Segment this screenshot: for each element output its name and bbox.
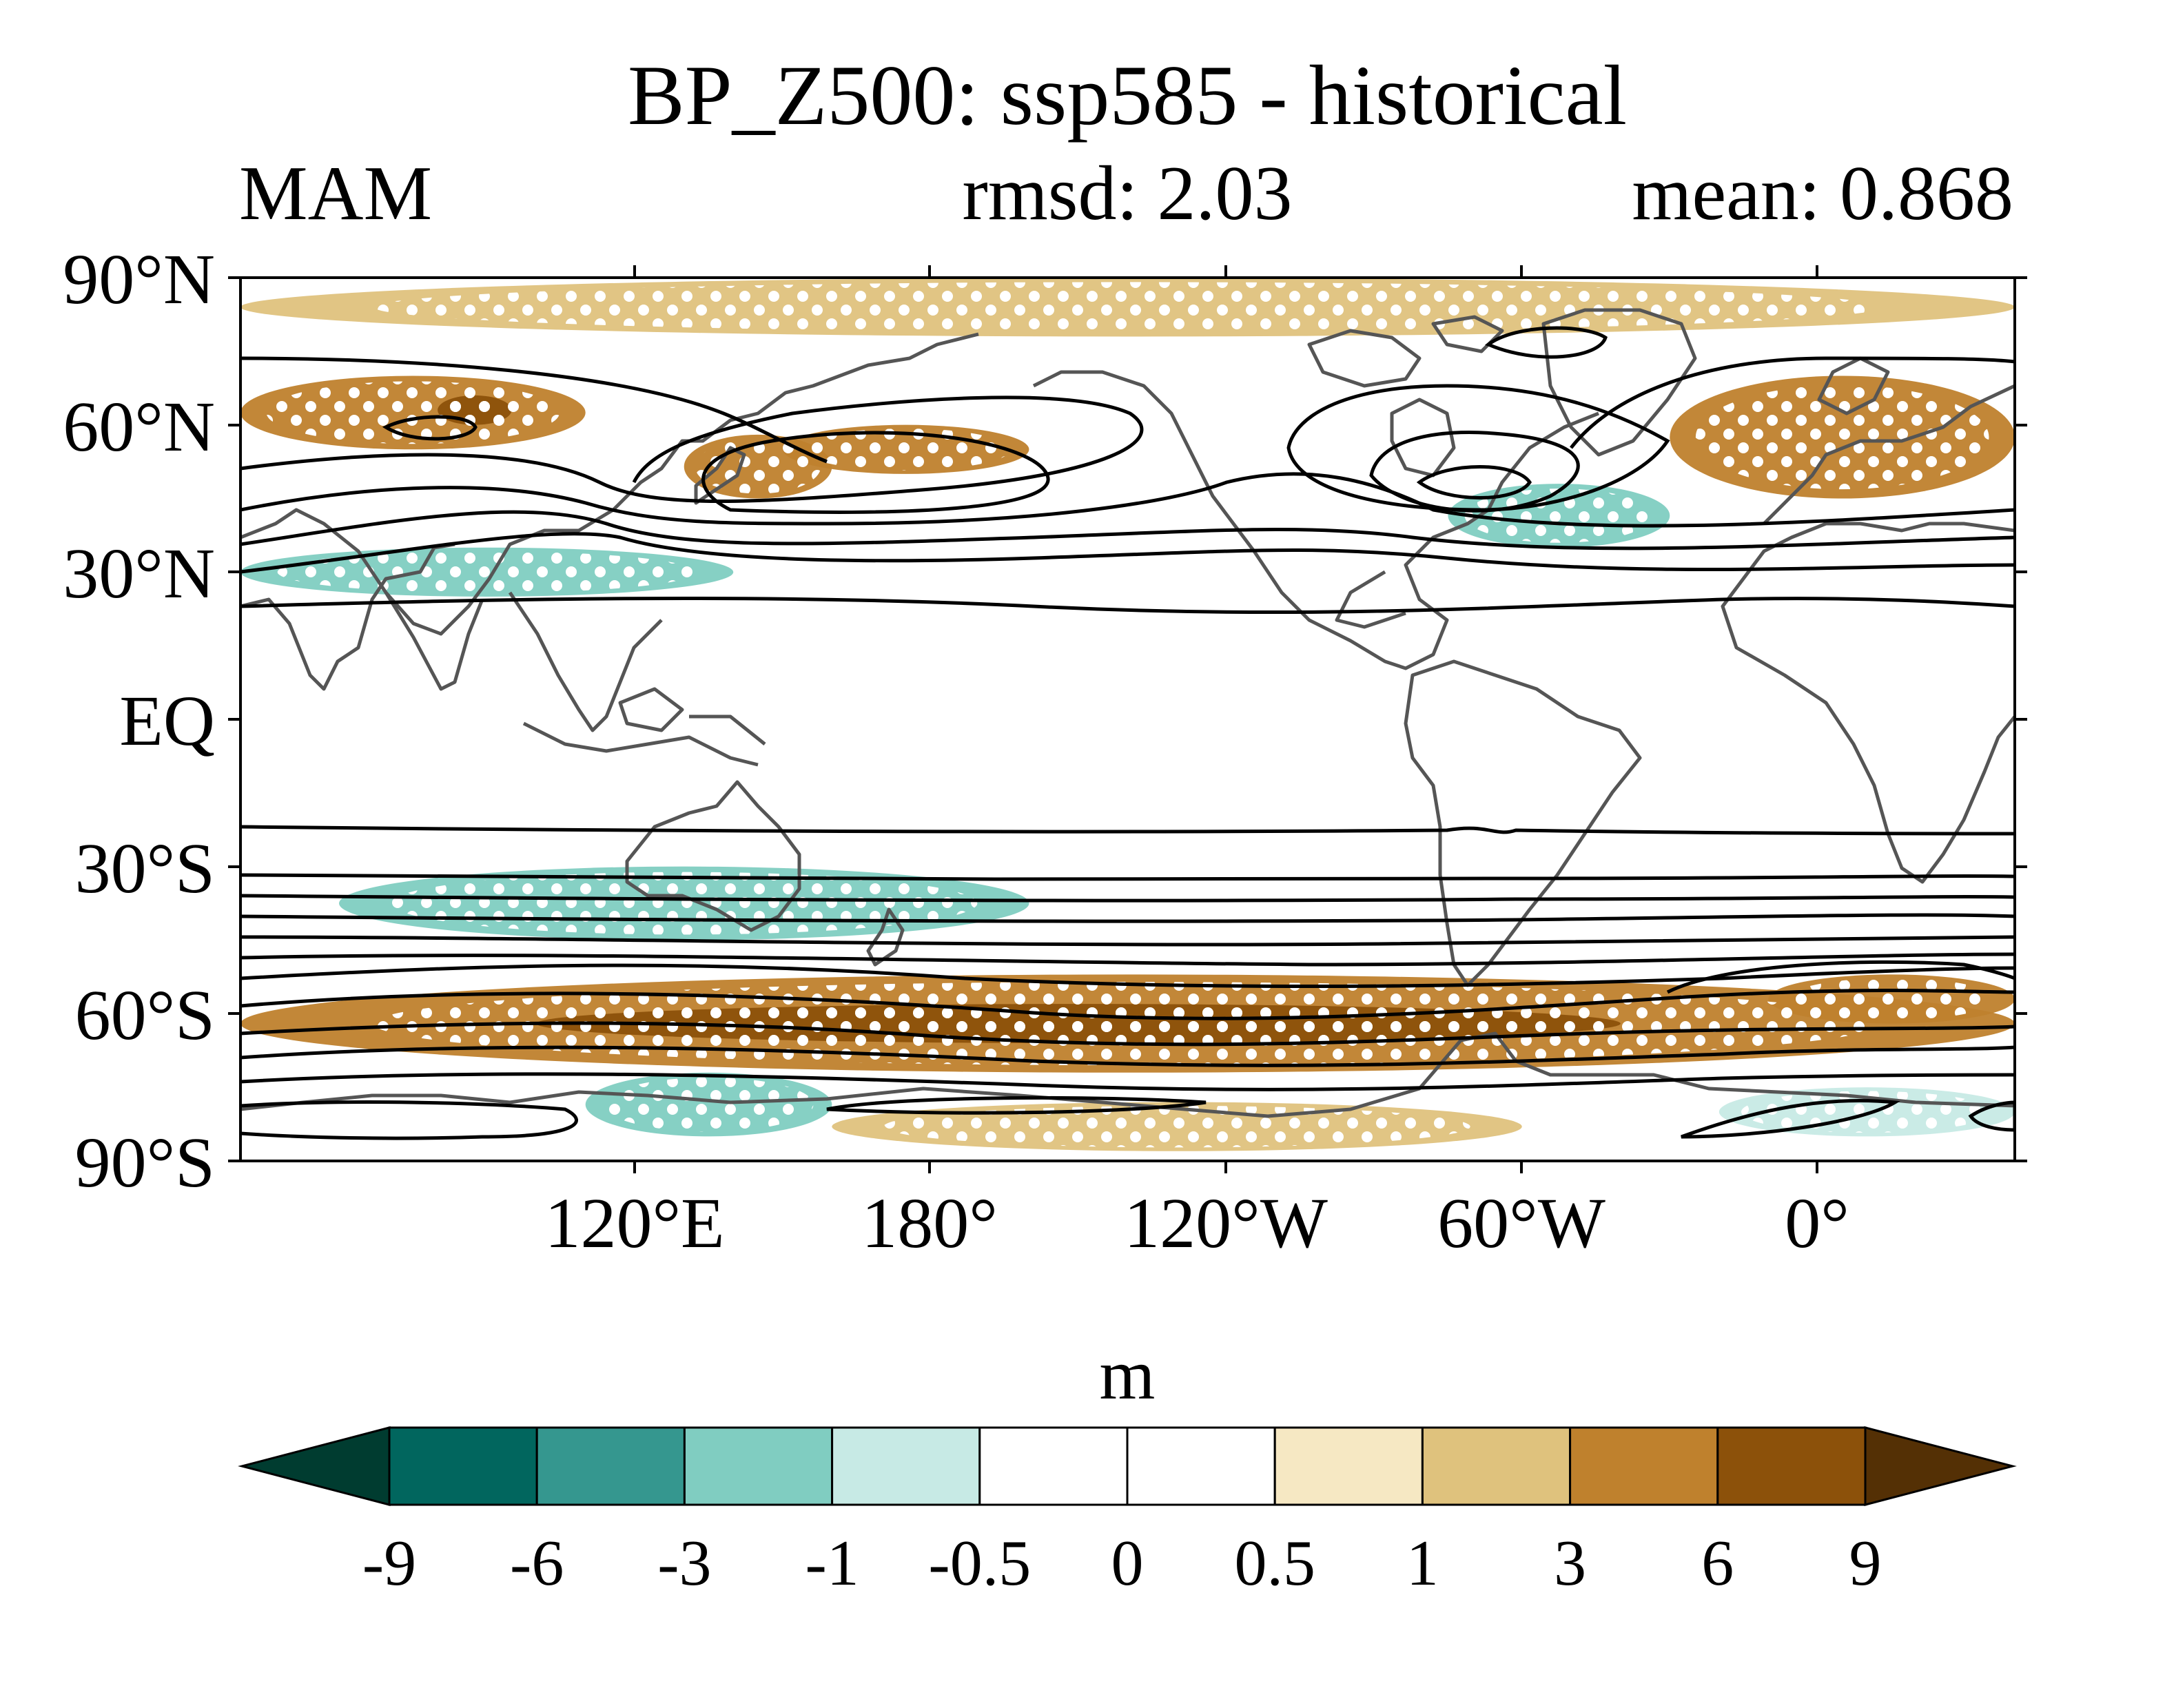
contour-line bbox=[240, 1072, 2015, 1091]
stipple-region bbox=[443, 398, 506, 423]
contour-line bbox=[1968, 1100, 2015, 1132]
colorbar-over-arrow bbox=[1864, 1426, 2017, 1506]
contour-line bbox=[1485, 326, 1608, 359]
lon-label-180: 180° bbox=[861, 1184, 998, 1263]
lon-label-0: 0° bbox=[1785, 1184, 1849, 1263]
mean-label: mean: 0.868 bbox=[1632, 151, 2013, 236]
lat-label-90s: 90°S bbox=[75, 1123, 215, 1202]
contour-line bbox=[240, 472, 2015, 528]
contour-line bbox=[1416, 465, 1532, 500]
lat-label-90n: 90°N bbox=[63, 240, 215, 319]
contour-line bbox=[1681, 1098, 1900, 1139]
colorbar-bin bbox=[1569, 1426, 1719, 1506]
coastline-gulf bbox=[1335, 570, 1406, 629]
colorbar-tick-label: -6 bbox=[510, 1527, 564, 1599]
colorbar-bin bbox=[1716, 1426, 1867, 1506]
rmsd-label: rmsd: 2.03 bbox=[962, 151, 1292, 236]
contour-line bbox=[1286, 384, 1670, 512]
colorbar-tick-label: 0.5 bbox=[1234, 1527, 1315, 1599]
stipple-region bbox=[1464, 488, 1654, 543]
colorbar-under-arrow bbox=[238, 1426, 391, 1506]
colorbar-bin bbox=[388, 1426, 538, 1506]
lat-label-eq: EQ bbox=[119, 681, 215, 761]
stipple-region bbox=[617, 1007, 1539, 1040]
contour-line bbox=[240, 989, 2015, 1020]
coastline-newzealand bbox=[866, 907, 905, 967]
coastline-seasia bbox=[508, 591, 663, 732]
colorbar-tick-label: -3 bbox=[657, 1527, 711, 1599]
contour-line bbox=[240, 1045, 2015, 1067]
coastline-greenland bbox=[1541, 308, 1697, 457]
map-panel bbox=[240, 278, 2015, 1161]
coastline-japan bbox=[694, 446, 746, 505]
colorbar-bin bbox=[1421, 1426, 1572, 1506]
season-label: MAM bbox=[239, 151, 432, 236]
contour-line bbox=[826, 1095, 1207, 1115]
colorbar-unit: m bbox=[1100, 1335, 1156, 1414]
lat-label-30n: 30°N bbox=[63, 534, 215, 613]
figure-title: BP_Z500: ssp585 - historical bbox=[628, 48, 1627, 143]
contour-line bbox=[1570, 356, 2015, 449]
colorbar: -9 -6 -3 -1 -0.5 0 0.5 1 3 6 9 bbox=[238, 1426, 2017, 1599]
coastline-australia bbox=[625, 780, 801, 932]
colorbar-tick-label: -0.5 bbox=[928, 1527, 1031, 1599]
colorbar-tick-label: 6 bbox=[1701, 1527, 1734, 1599]
colorbar-tick-label: -9 bbox=[362, 1527, 416, 1599]
lon-label-60w: 60°W bbox=[1437, 1184, 1605, 1263]
coastline-africa bbox=[240, 542, 455, 691]
contour-line bbox=[382, 415, 478, 441]
stipple-region bbox=[373, 282, 1882, 333]
contour-line bbox=[240, 873, 2015, 881]
colorbar-bin bbox=[831, 1426, 981, 1506]
stipple-region bbox=[391, 872, 978, 935]
contour-line bbox=[240, 825, 2015, 836]
climatology-contours bbox=[240, 326, 2015, 1140]
colorbar-tick-label: 0 bbox=[1111, 1527, 1144, 1599]
contour-line bbox=[240, 1100, 578, 1140]
axis-ticks bbox=[228, 265, 2027, 1173]
stipple-region bbox=[883, 1105, 1470, 1148]
coastline-europe bbox=[1763, 356, 2015, 525]
stipple-region bbox=[604, 1077, 814, 1132]
colorbar-bin bbox=[1126, 1426, 1276, 1506]
colorbar-bins bbox=[388, 1426, 1867, 1506]
colorbar-tick-label: 1 bbox=[1406, 1527, 1439, 1599]
contour-line bbox=[240, 952, 2015, 967]
lat-label-30s: 30°S bbox=[75, 829, 215, 908]
lon-label-120w: 120°W bbox=[1124, 1184, 1328, 1263]
contour-line bbox=[240, 356, 828, 464]
colorbar-tick-label: 9 bbox=[1849, 1527, 1882, 1599]
colorbar-bin bbox=[683, 1426, 834, 1506]
contour-line bbox=[240, 1021, 2015, 1047]
contour-line bbox=[1369, 431, 1580, 513]
lat-label-60s: 60°S bbox=[75, 976, 215, 1055]
stipple-region bbox=[1695, 384, 1989, 490]
contour-line bbox=[240, 935, 2015, 947]
colorbar-bin bbox=[535, 1426, 686, 1506]
colorbar-bin bbox=[1273, 1426, 1424, 1506]
coastline-india bbox=[384, 591, 484, 691]
contour-line bbox=[240, 963, 2015, 989]
contour-line bbox=[240, 510, 2015, 551]
contour-line bbox=[240, 894, 2015, 903]
coastline-indonesia bbox=[522, 687, 766, 767]
colorbar-tick-label: 3 bbox=[1554, 1527, 1586, 1599]
contour-line bbox=[701, 431, 1050, 514]
stipple-region bbox=[266, 381, 560, 444]
contour-line bbox=[1666, 960, 2015, 994]
lat-label-60n: 60°N bbox=[63, 387, 215, 466]
contour-line bbox=[240, 532, 2015, 574]
contour-line bbox=[240, 596, 2015, 615]
stipple-region bbox=[1787, 978, 1997, 1020]
coastline-antarctica bbox=[240, 1031, 2015, 1118]
coastline-southamerica bbox=[1404, 659, 1642, 987]
contour-line bbox=[240, 395, 1144, 503]
contour-line bbox=[240, 913, 2015, 923]
coastline-westafrica bbox=[1721, 522, 2015, 884]
colorbar-labels: -9 -6 -3 -1 -0.5 0 0.5 1 3 6 9 bbox=[362, 1527, 1882, 1599]
lon-label-120e: 120°E bbox=[544, 1184, 724, 1263]
colorbar-tick-label: -1 bbox=[805, 1527, 859, 1599]
colorbar-bin bbox=[978, 1426, 1129, 1506]
